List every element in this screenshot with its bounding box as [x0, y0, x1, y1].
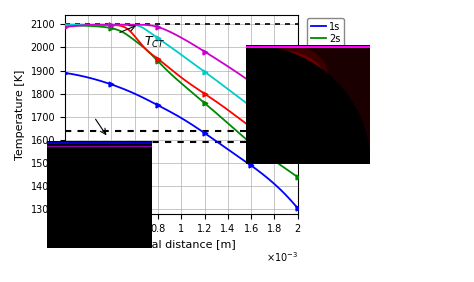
Text: $T_{CT}$: $T_{CT}$ [144, 35, 166, 50]
4s [116, 23, 121, 27]
Polygon shape [263, 74, 274, 83]
5s [201, 50, 207, 53]
1s [295, 207, 301, 210]
1s [63, 71, 69, 75]
3s [274, 142, 280, 146]
Polygon shape [257, 70, 281, 87]
2s [201, 100, 206, 104]
X-axis label: Radial distance [m]: Radial distance [m] [127, 239, 236, 249]
4s [205, 73, 211, 76]
4s [63, 23, 69, 27]
Polygon shape [246, 45, 370, 164]
Polygon shape [48, 144, 55, 147]
Text: $\times10^{-3}$: $\times10^{-3}$ [265, 250, 298, 264]
3s [63, 23, 69, 27]
2s [201, 101, 207, 104]
Text: $T_{sol}$: $T_{sol}$ [299, 127, 318, 141]
Polygon shape [47, 141, 152, 248]
Polygon shape [275, 92, 309, 114]
3s [295, 157, 301, 160]
1s [273, 184, 279, 187]
4s [201, 70, 207, 73]
Line: 3s: 3s [65, 25, 298, 158]
2s [205, 104, 211, 108]
3s [259, 133, 265, 136]
1s [205, 133, 210, 137]
2s [259, 150, 265, 153]
2s [63, 24, 69, 27]
Polygon shape [267, 84, 312, 113]
2s [67, 24, 73, 27]
5s [62, 25, 68, 29]
Line: 1s: 1s [65, 73, 298, 208]
4s [295, 135, 301, 138]
Polygon shape [50, 144, 53, 146]
2s [62, 24, 68, 27]
Polygon shape [228, 43, 327, 107]
Y-axis label: Temperature [K]: Temperature [K] [15, 69, 25, 160]
3s [205, 94, 211, 98]
4s [274, 121, 280, 125]
Polygon shape [46, 143, 57, 148]
5s [259, 88, 265, 91]
5s [135, 23, 141, 27]
1s [62, 71, 68, 74]
4s [62, 23, 68, 27]
Line: 5s: 5s [65, 25, 298, 112]
Polygon shape [259, 76, 315, 111]
3s [62, 23, 68, 27]
5s [205, 52, 211, 56]
3s [201, 92, 207, 95]
Line: 2s: 2s [65, 25, 298, 177]
1s [200, 130, 206, 133]
5s [274, 98, 280, 102]
Polygon shape [246, 45, 370, 164]
Polygon shape [43, 141, 60, 149]
Legend: 1s, 2s, 3s, 4s, 5s: 1s, 2s, 3s, 4s, 5s [308, 18, 344, 83]
4s [201, 69, 206, 73]
5s [201, 49, 206, 53]
4s [259, 112, 265, 115]
Polygon shape [236, 51, 324, 108]
Line: 4s: 4s [65, 25, 298, 136]
Text: $T_{liq}$: $T_{liq}$ [299, 115, 316, 130]
Polygon shape [244, 59, 321, 109]
Polygon shape [47, 141, 152, 248]
Polygon shape [251, 68, 318, 110]
3s [201, 91, 206, 95]
2s [295, 175, 301, 179]
Polygon shape [246, 45, 370, 164]
1s [201, 131, 206, 134]
1s [258, 171, 264, 175]
3s [100, 23, 106, 27]
2s [274, 161, 280, 164]
5s [63, 25, 69, 29]
5s [295, 111, 301, 114]
